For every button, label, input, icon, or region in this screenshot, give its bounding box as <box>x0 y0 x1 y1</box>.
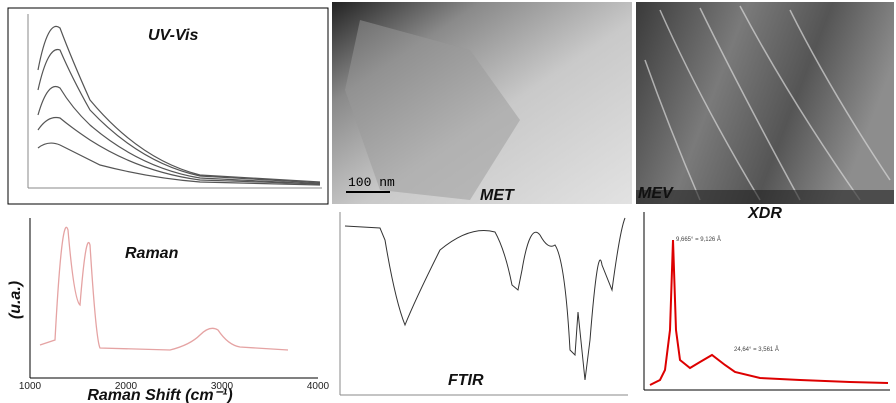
mev-panel: MEV <box>636 2 894 204</box>
peak-annotation: 9,665° = 9,126 Å <box>676 236 721 243</box>
uv-vis-panel: UV-Vis <box>8 8 328 204</box>
x-tick-label: 1000 <box>19 381 42 392</box>
panel-title: FTIR <box>448 372 484 389</box>
page: UV-Vis 100 nm MET MEV Raman (u.a.) 1000 … <box>0 0 896 403</box>
panel-title: Raman <box>125 245 179 262</box>
panel-title: MEV <box>638 185 674 202</box>
panel-title: XDR <box>747 205 782 222</box>
panel-title: MET <box>480 187 515 204</box>
panel-title: UV-Vis <box>148 27 198 44</box>
sem-image <box>636 2 894 204</box>
met-panel: 100 nm MET <box>332 2 632 204</box>
scale-label: 100 nm <box>348 175 395 190</box>
peak-annotation: 24,64° = 3,561 Å <box>734 346 779 353</box>
sem-info-bar <box>636 190 894 204</box>
x-axis-label: Raman Shift (cm⁻¹) <box>87 387 232 403</box>
x-tick-label: 4000 <box>307 381 330 392</box>
figure: UV-Vis 100 nm MET MEV Raman (u.a.) 1000 … <box>0 0 896 403</box>
y-axis-label: (u.a.) <box>7 281 24 319</box>
